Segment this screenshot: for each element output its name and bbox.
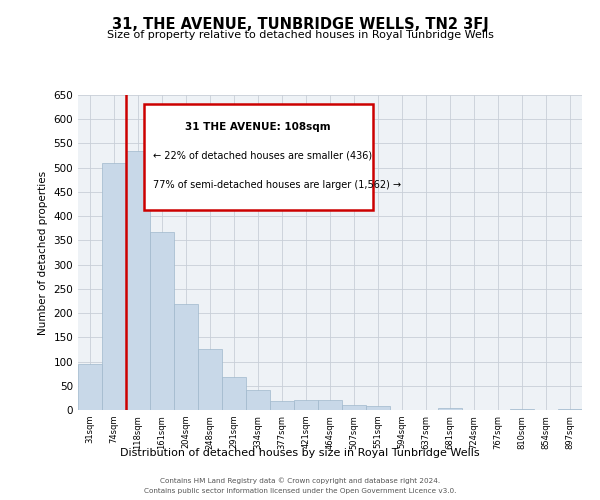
Text: 77% of semi-detached houses are larger (1,562) →: 77% of semi-detached houses are larger (… bbox=[152, 180, 401, 190]
Bar bbox=[366, 406, 390, 410]
Bar bbox=[78, 364, 102, 410]
Text: Distribution of detached houses by size in Royal Tunbridge Wells: Distribution of detached houses by size … bbox=[120, 448, 480, 458]
FancyBboxPatch shape bbox=[143, 104, 373, 210]
Text: ← 22% of detached houses are smaller (436): ← 22% of detached houses are smaller (43… bbox=[152, 150, 372, 160]
Bar bbox=[198, 350, 222, 410]
Bar bbox=[126, 150, 150, 410]
Bar bbox=[222, 377, 246, 410]
Text: Contains public sector information licensed under the Open Government Licence v3: Contains public sector information licen… bbox=[144, 488, 456, 494]
Text: 31 THE AVENUE: 108sqm: 31 THE AVENUE: 108sqm bbox=[185, 122, 331, 132]
Bar bbox=[174, 304, 198, 410]
Text: 31, THE AVENUE, TUNBRIDGE WELLS, TN2 3FJ: 31, THE AVENUE, TUNBRIDGE WELLS, TN2 3FJ bbox=[112, 18, 488, 32]
Bar bbox=[246, 390, 270, 410]
Bar bbox=[294, 400, 318, 410]
Text: Contains HM Land Registry data © Crown copyright and database right 2024.: Contains HM Land Registry data © Crown c… bbox=[160, 478, 440, 484]
Bar bbox=[438, 408, 462, 410]
Bar bbox=[342, 405, 366, 410]
Bar bbox=[318, 400, 342, 410]
Bar bbox=[150, 232, 174, 410]
Bar bbox=[558, 409, 582, 410]
Bar bbox=[102, 163, 126, 410]
Text: Size of property relative to detached houses in Royal Tunbridge Wells: Size of property relative to detached ho… bbox=[107, 30, 493, 40]
Bar bbox=[270, 402, 294, 410]
Bar bbox=[510, 408, 534, 410]
Y-axis label: Number of detached properties: Number of detached properties bbox=[38, 170, 48, 334]
